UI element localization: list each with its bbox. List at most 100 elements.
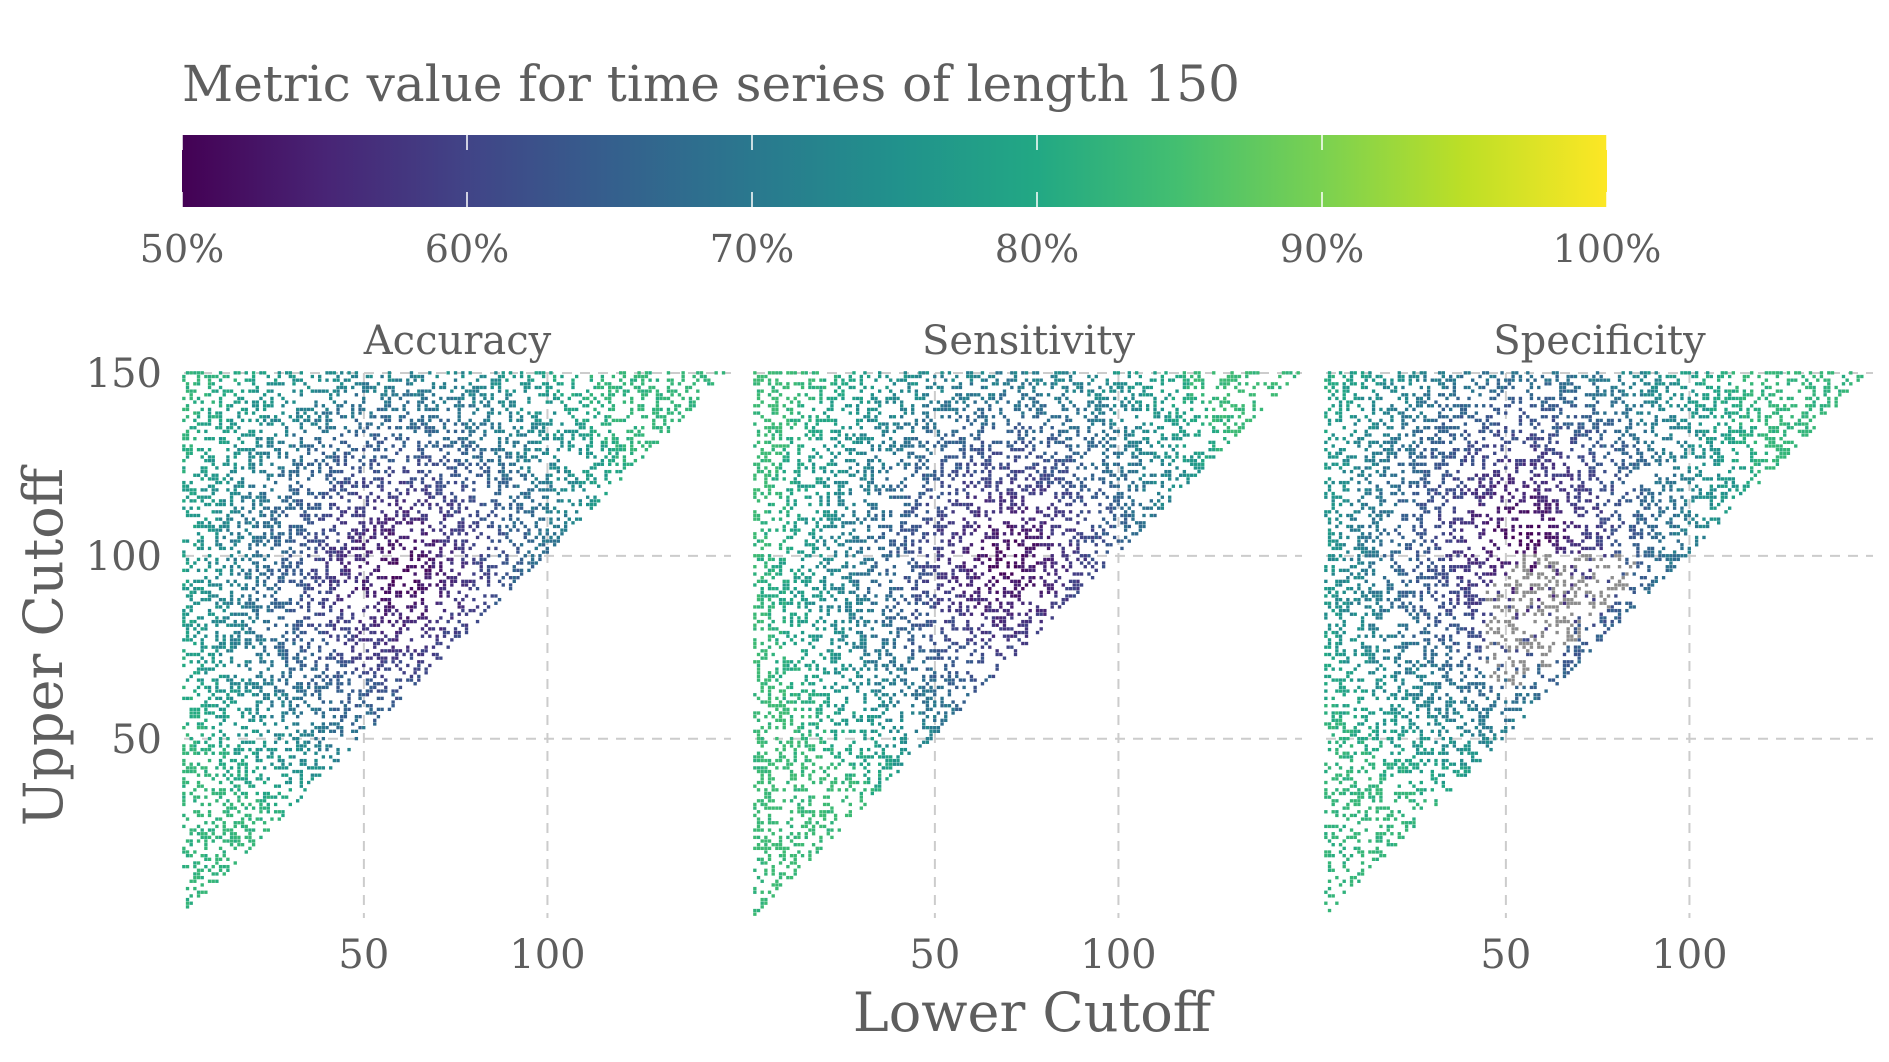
heatmap-cell [310, 539, 315, 543]
heatmap-cell [244, 660, 248, 664]
heatmap-cell [497, 422, 502, 426]
heatmap-cell [885, 758, 889, 763]
heatmap-cell [391, 704, 395, 708]
heatmap-cell [233, 641, 237, 646]
heatmap-cell [351, 546, 355, 551]
heatmap-cell [237, 572, 241, 576]
heatmap-cell [951, 707, 955, 712]
heatmap-cell [255, 597, 259, 602]
heatmap-cell [413, 682, 417, 686]
heatmap-cell [593, 462, 597, 466]
heatmap-cell [321, 389, 326, 393]
heatmap-cell [409, 586, 414, 591]
heatmap-cell [782, 689, 786, 693]
heatmap-cell [541, 488, 546, 492]
heatmap-cell [226, 462, 230, 466]
heatmap-cell [351, 590, 355, 594]
heatmap-cell [530, 480, 535, 485]
heatmap-cell [516, 440, 520, 445]
heatmap-cell [200, 656, 204, 660]
heatmap-cell [789, 744, 794, 748]
heatmap-cell [545, 422, 549, 426]
heatmap-cell [237, 744, 241, 748]
heatmap-cell [424, 561, 428, 565]
heatmap-cell [936, 685, 941, 690]
heatmap-cell [185, 455, 190, 459]
heatmap-cell [552, 411, 557, 415]
heatmap-cell [472, 440, 476, 445]
heatmap-cell [442, 499, 447, 503]
heatmap-cell [307, 477, 311, 481]
heatmap-cell [630, 411, 634, 415]
heatmap-cell [457, 612, 461, 616]
heatmap-cell [347, 700, 351, 704]
heatmap-cell [373, 623, 377, 627]
heatmap-cell [288, 601, 292, 605]
heatmap-cell [222, 619, 226, 624]
heatmap-cell [218, 758, 223, 763]
heatmap-cell [406, 480, 410, 485]
heatmap-cell [424, 645, 428, 649]
heatmap-cell [182, 539, 186, 543]
heatmap-cell [193, 828, 197, 832]
heatmap-cell [767, 678, 772, 682]
heatmap-cell [969, 660, 974, 664]
heatmap-cell [501, 480, 505, 485]
heatmap-cell [464, 583, 469, 587]
heatmap-cell [259, 429, 263, 434]
heatmap-cell [240, 725, 245, 730]
heatmap-cell [222, 872, 226, 876]
heatmap-cell [863, 641, 867, 646]
heatmap-cell [1010, 645, 1014, 649]
heatmap-cell [347, 480, 351, 485]
heatmap-cell [193, 601, 197, 605]
heatmap-cell [207, 415, 212, 419]
heatmap-cell [391, 649, 395, 653]
heatmap-cell [431, 393, 436, 397]
heatmap-cell [222, 462, 226, 466]
heatmap-cell [929, 725, 933, 730]
heatmap-cell [266, 524, 270, 529]
heatmap-cell [325, 378, 329, 382]
heatmap-cell [262, 682, 267, 686]
heatmap-cell [483, 448, 487, 452]
heatmap-cell [259, 371, 263, 375]
heatmap-cell [215, 791, 219, 796]
heatmap-cell [472, 597, 476, 602]
heatmap-cell [196, 832, 201, 836]
heatmap-cell [457, 448, 461, 452]
heatmap-cell [376, 608, 381, 613]
heatmap-cell [299, 524, 303, 529]
heatmap-cell [479, 400, 483, 404]
heatmap-cell [185, 722, 190, 726]
heatmap-cell [314, 736, 318, 741]
heatmap-cell [318, 466, 322, 470]
heatmap-cell [969, 652, 974, 657]
heatmap-cell [406, 568, 410, 573]
heatmap-cell [420, 597, 425, 602]
heatmap-cell [222, 689, 226, 693]
heatmap-cell [461, 484, 465, 488]
heatmap-cell [714, 371, 718, 375]
heatmap-cell [786, 780, 790, 785]
heatmap-cell [782, 788, 786, 792]
heatmap-cell [512, 499, 516, 503]
heatmap-cell [833, 682, 838, 686]
heatmap-cell [892, 663, 897, 668]
heatmap-cell [303, 429, 307, 434]
heatmap-cell [637, 404, 641, 408]
heatmap-cell [786, 762, 790, 766]
heatmap-cell [409, 382, 414, 386]
heatmap-cell [318, 740, 322, 744]
heatmap-cell [233, 422, 237, 426]
heatmap-cell [505, 437, 509, 441]
heatmap-cell [262, 371, 267, 375]
heatmap-cell [314, 744, 318, 748]
heatmap-cell [204, 718, 208, 723]
heatmap-cell [387, 400, 392, 404]
heatmap-cell [189, 605, 193, 609]
heatmap-cell [892, 645, 897, 649]
heatmap-cell [409, 565, 414, 569]
heatmap-cell [859, 755, 863, 759]
heatmap-cell [490, 385, 494, 390]
